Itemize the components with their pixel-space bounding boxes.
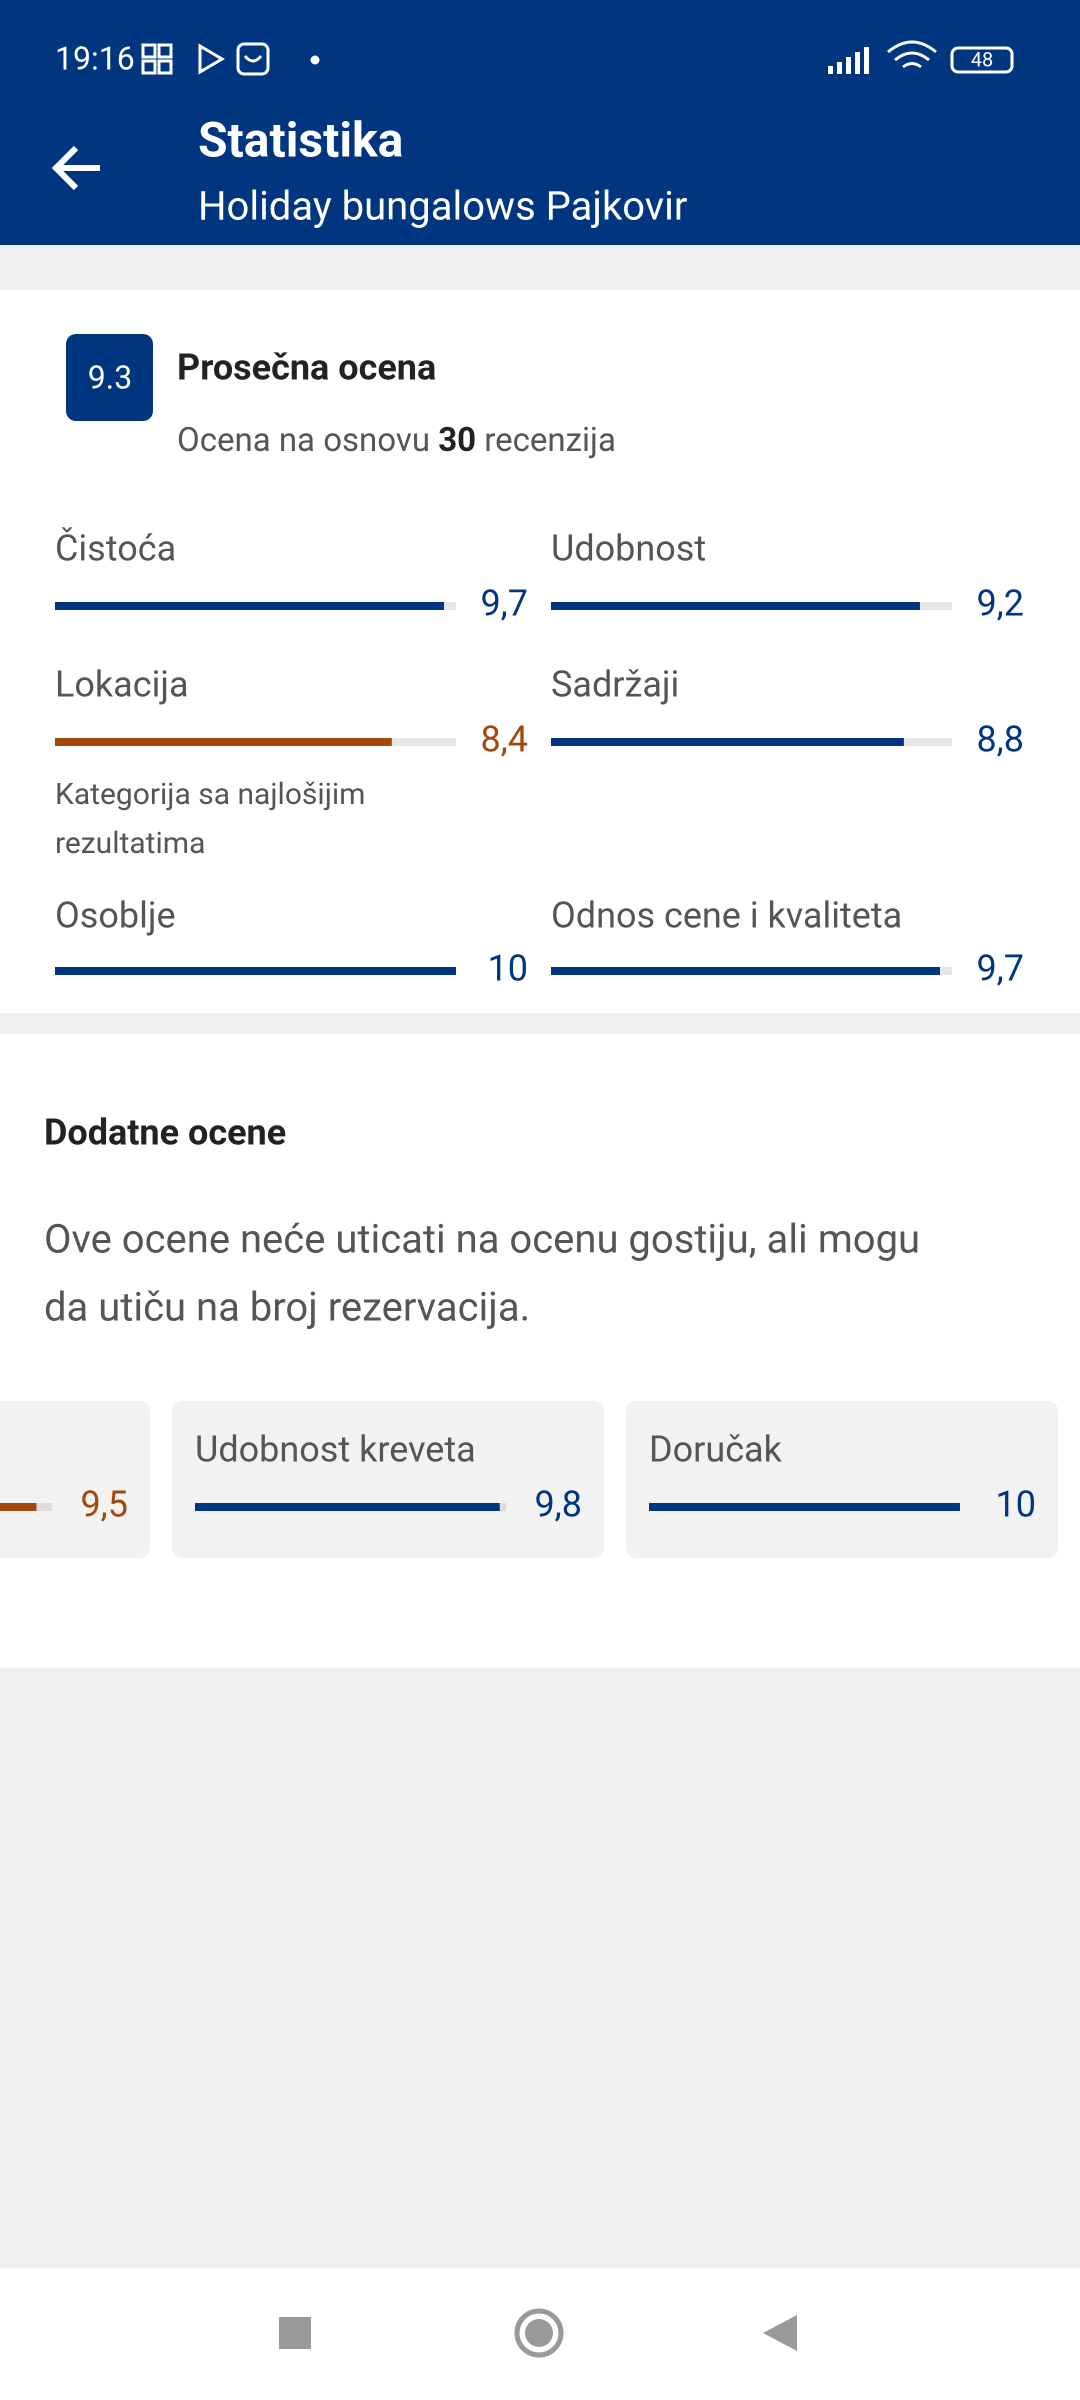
- score-bar: [55, 967, 456, 975]
- category-name: Sadržaji: [551, 664, 679, 706]
- additional-section: [0, 1034, 1080, 1668]
- score-bar: [551, 602, 920, 610]
- rating-card: [626, 1401, 1058, 1558]
- score-value: 9,8: [534, 1484, 582, 1526]
- subtitle-suffix: recenzija: [484, 421, 616, 460]
- score-bar: [551, 967, 940, 975]
- category-name: Osoblje: [55, 895, 176, 937]
- score-value: 10: [488, 948, 528, 990]
- category-name: Lokacija: [55, 664, 189, 706]
- rating-card: [0, 1401, 150, 1558]
- rating-name: Doručak: [649, 1429, 783, 1471]
- additional-title: Dodatne ocene: [44, 1112, 286, 1154]
- score-bar: [195, 1503, 500, 1511]
- summary-subtitle: Ocena na osnovu 30 recenzija: [177, 421, 616, 460]
- score-value: 9,7: [480, 583, 528, 625]
- score-bar: [55, 738, 392, 746]
- nav-home[interactable]: [514, 2308, 564, 2358]
- nav-recents[interactable]: [279, 2317, 311, 2349]
- nav-back[interactable]: [763, 2315, 797, 2351]
- score-value: 8,4: [480, 719, 528, 761]
- summary-title: Prosečna ocena: [177, 347, 436, 389]
- status-time: 19:16: [55, 39, 135, 77]
- score-bar: [551, 738, 904, 746]
- score-value: 9,2: [976, 583, 1024, 625]
- status-icons: [141, 40, 1014, 76]
- header-subtitle: Holiday bungalows Pajkovir: [198, 183, 687, 230]
- rating-name: Udobnost kreveta: [195, 1429, 476, 1471]
- battery-level: 48: [971, 47, 993, 71]
- score-bar: [649, 1503, 960, 1511]
- category-name: Odnos cene i kvaliteta: [551, 895, 902, 937]
- score-value: 8,8: [976, 719, 1024, 761]
- app-bar: [0, 0, 1080, 245]
- back-button[interactable]: [51, 145, 100, 191]
- score-value: 9,7: [976, 948, 1024, 990]
- additional-description: da utiču na broj rezervacija.: [44, 1284, 530, 1331]
- score-bar: [0, 1503, 37, 1511]
- signal-icon: [828, 47, 869, 74]
- additional-description: Ove ocene neće uticati na ocenu gostiju,…: [44, 1216, 920, 1263]
- category-note: rezultatima: [55, 826, 205, 861]
- rating-card: [172, 1401, 604, 1558]
- review-count: 30: [438, 421, 476, 460]
- category-name: Čistoća: [55, 526, 176, 570]
- score-value: 9,5: [80, 1484, 128, 1526]
- category-note: Kategorija sa najlošijim: [55, 777, 366, 812]
- score-bar: [55, 602, 444, 610]
- score-badge: [66, 334, 153, 421]
- summary-card: [0, 290, 1080, 1013]
- category-name: Udobnost: [551, 528, 706, 570]
- score-value: 10: [996, 1484, 1036, 1526]
- score: 9.3: [88, 358, 132, 396]
- header-title: Statistika: [198, 112, 403, 169]
- subtitle-prefix: Ocena na osnovu: [177, 421, 430, 460]
